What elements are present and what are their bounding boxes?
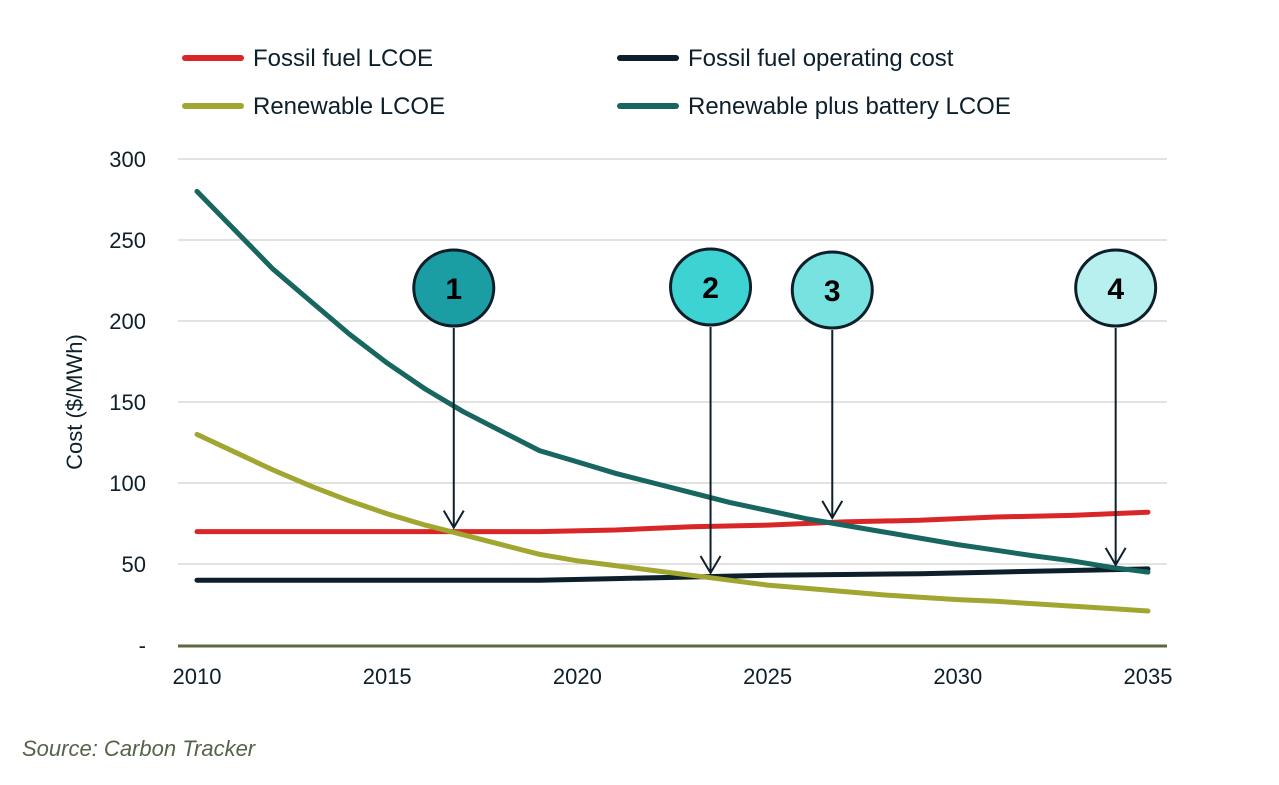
series-line-renewable-plus-battery-lcoe xyxy=(194,188,1151,575)
y-tick-label: 200 xyxy=(109,309,146,334)
annotation-marker: 3 xyxy=(790,250,874,520)
legend-label: Renewable LCOE xyxy=(253,93,445,120)
x-tick-label: 2015 xyxy=(363,664,412,689)
annotation-arrowhead xyxy=(442,510,465,530)
series-lines xyxy=(194,188,1151,614)
y-tick-label: 50 xyxy=(122,552,146,577)
annotation-marker: 1 xyxy=(412,248,496,530)
annotation-arrowhead xyxy=(699,555,722,575)
legend-item: Fossil fuel LCOE xyxy=(182,45,433,72)
x-tick-label: 2030 xyxy=(933,664,982,689)
annotation-circle xyxy=(669,247,753,327)
annotation-number: 1 xyxy=(445,273,462,306)
annotation-marker: 2 xyxy=(669,247,753,575)
legend-item: Renewable plus battery LCOE xyxy=(617,93,1011,120)
annotation-circle xyxy=(1074,248,1158,328)
y-axis-label: Cost ($/MWh) xyxy=(62,334,87,470)
annotation-circle xyxy=(412,248,496,328)
legend-label: Fossil fuel LCOE xyxy=(253,45,433,72)
legend-item: Renewable LCOE xyxy=(182,93,445,120)
annotations: 1 2 3 4 xyxy=(412,247,1158,575)
legend-label: Fossil fuel operating cost xyxy=(688,45,954,72)
annotation-number: 3 xyxy=(824,275,841,308)
x-tick-label: 2035 xyxy=(1124,664,1173,689)
legend: Fossil fuel LCOE Fossil fuel operating co… xyxy=(182,45,1011,120)
y-tick-label: 150 xyxy=(109,390,146,415)
gridlines xyxy=(178,158,1167,565)
legend-label: Renewable plus battery LCOE xyxy=(688,93,1011,120)
annotation-number: 4 xyxy=(1107,273,1124,306)
series-line-renewable-lcoe xyxy=(194,431,1151,614)
x-axis-ticks: 2010 2015 2020 2025 2030 2035 xyxy=(173,664,1173,689)
x-tick-label: 2025 xyxy=(743,664,792,689)
y-tick-label: 300 xyxy=(109,147,146,172)
source-note: Source: Carbon Tracker xyxy=(22,736,256,761)
y-tick-label: - xyxy=(139,633,146,658)
annotation-number: 2 xyxy=(702,272,719,305)
series-line-fossil-fuel-operating-cost xyxy=(194,566,1151,583)
series-line-fossil-fuel-lcoe xyxy=(194,509,1151,535)
annotation-marker: 4 xyxy=(1074,248,1158,567)
annotation-arrowhead xyxy=(1104,547,1127,567)
x-tick-label: 2010 xyxy=(173,664,222,689)
legend-item: Fossil fuel operating cost xyxy=(617,45,954,72)
annotation-circle xyxy=(790,250,874,330)
y-axis-ticks: 300 250 200 150 100 50 - xyxy=(109,147,146,658)
y-tick-label: 250 xyxy=(109,228,146,253)
y-tick-label: 100 xyxy=(109,471,146,496)
annotation-arrowhead xyxy=(821,500,844,520)
x-tick-label: 2020 xyxy=(553,664,602,689)
